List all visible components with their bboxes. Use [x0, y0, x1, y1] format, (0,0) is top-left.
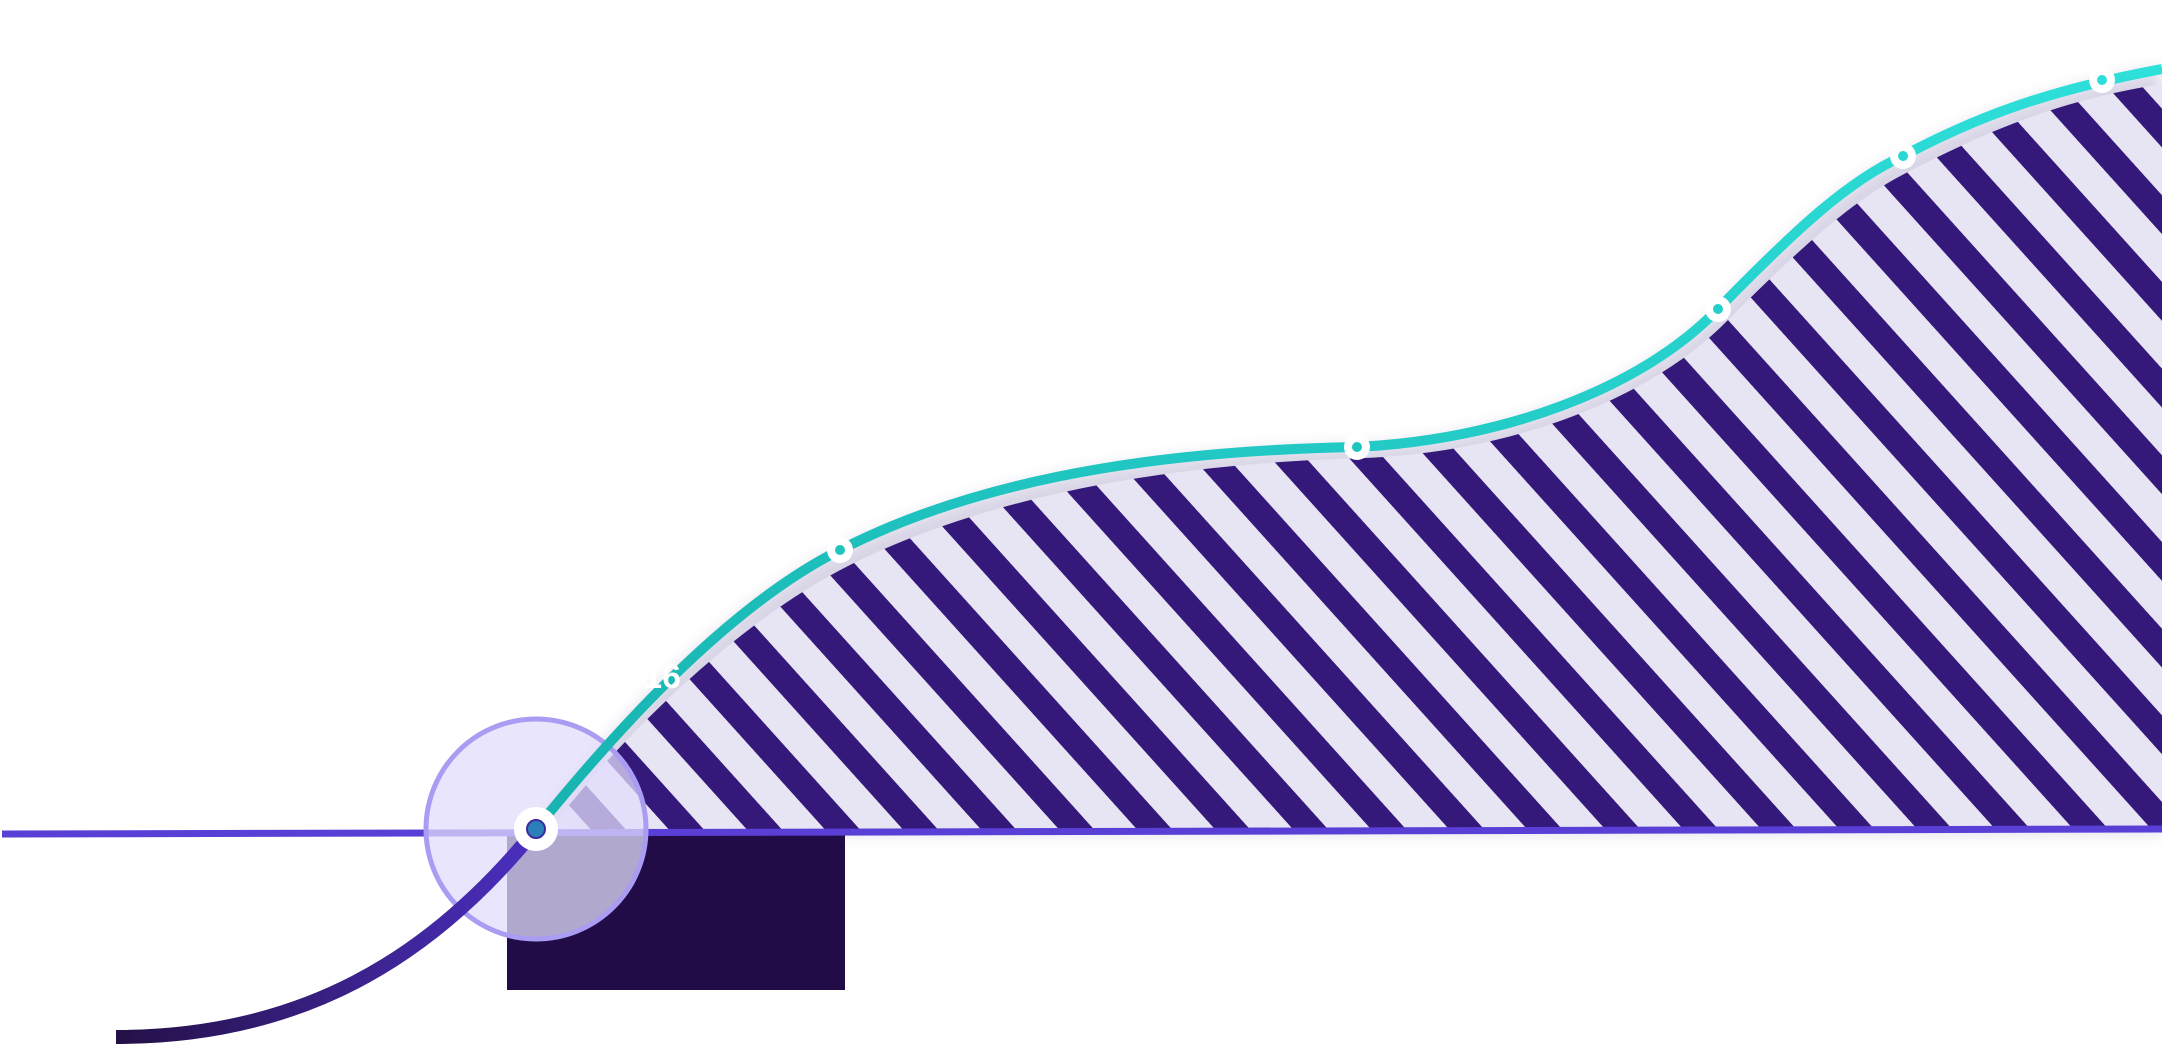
marker-dot	[2097, 75, 2107, 85]
baseline	[1, 825, 2162, 838]
marker-dot	[835, 545, 845, 555]
focus-marker-dot	[526, 819, 546, 839]
marker-dot	[1898, 151, 1908, 161]
marker-dot	[1352, 442, 1362, 452]
point-label: 16	[643, 658, 681, 696]
tail-curve	[115, 824, 542, 1044]
marker-dot	[1713, 304, 1723, 314]
markers	[514, 67, 2115, 851]
striped-area	[548, 84, 2162, 832]
